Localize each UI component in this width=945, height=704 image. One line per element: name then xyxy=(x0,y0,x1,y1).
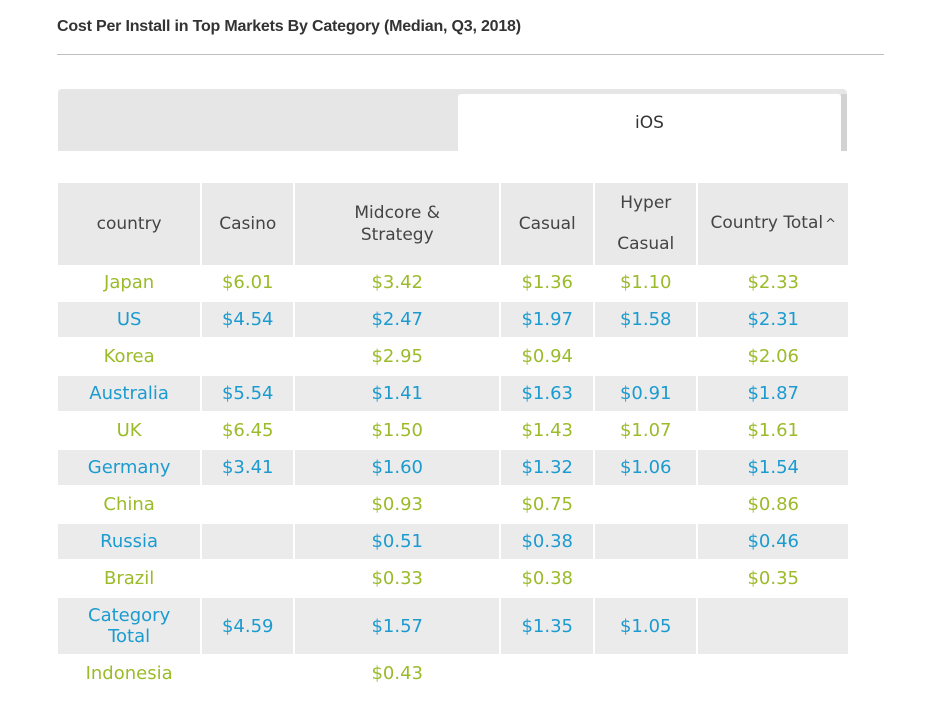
cell-total xyxy=(698,598,849,656)
cell-casual: $1.43 xyxy=(501,413,594,450)
cell-midcore: $0.33 xyxy=(295,561,500,598)
cell-casino: $6.01 xyxy=(202,265,294,302)
cell-total xyxy=(698,656,849,693)
cell-hyper xyxy=(595,656,697,693)
cell-total: $2.31 xyxy=(698,302,849,339)
table-row: Australia $5.54 $1.41 $1.63 $0.91 $1.87 xyxy=(58,376,849,413)
cell-casino xyxy=(202,524,294,561)
cell-casual: $1.63 xyxy=(501,376,594,413)
cell-casino xyxy=(202,487,294,524)
table-row: Japan $6.01 $3.42 $1.36 $1.10 $2.33 xyxy=(58,265,849,302)
tab-ios[interactable]: iOS xyxy=(458,94,841,151)
header-hyper-casual[interactable]: Hyper Casual xyxy=(595,183,697,265)
cell-midcore: $1.41 xyxy=(295,376,500,413)
cell-hyper: $1.07 xyxy=(595,413,697,450)
cell-midcore: $0.93 xyxy=(295,487,500,524)
cell-total: $2.06 xyxy=(698,339,849,376)
cell-midcore: $2.95 xyxy=(295,339,500,376)
cell-midcore: $2.47 xyxy=(295,302,500,339)
cell-total: $0.46 xyxy=(698,524,849,561)
cell-hyper xyxy=(595,487,697,524)
cell-midcore: $1.57 xyxy=(295,598,500,656)
cell-casual: $0.38 xyxy=(501,561,594,598)
cell-hyper xyxy=(595,561,697,598)
cell-country: US xyxy=(58,302,201,339)
cell-casual xyxy=(501,656,594,693)
header-midcore-label: Midcore & Strategy xyxy=(354,203,441,245)
cell-total: $1.54 xyxy=(698,450,849,487)
table-header-row: country Casino Midcore & Strategy Casual… xyxy=(58,183,849,265)
cell-midcore: $3.42 xyxy=(295,265,500,302)
cell-casual: $1.36 xyxy=(501,265,594,302)
cell-midcore: $1.50 xyxy=(295,413,500,450)
table-row: China $0.93 $0.75 $0.86 xyxy=(58,487,849,524)
cell-country: Indonesia xyxy=(58,656,201,693)
cell-country: Japan xyxy=(58,265,201,302)
cell-midcore: $0.51 xyxy=(295,524,500,561)
cell-country: China xyxy=(58,487,201,524)
title-divider xyxy=(57,54,884,55)
cell-midcore: $1.60 xyxy=(295,450,500,487)
table-row: Korea $2.95 $0.94 $2.06 xyxy=(58,339,849,376)
table-row: US $4.54 $2.47 $1.97 $1.58 $2.31 xyxy=(58,302,849,339)
cell-total: $1.87 xyxy=(698,376,849,413)
cell-country: Brazil xyxy=(58,561,201,598)
cell-casual: $1.97 xyxy=(501,302,594,339)
cell-casual: $1.32 xyxy=(501,450,594,487)
cell-midcore: $0.43 xyxy=(295,656,500,693)
header-midcore-strategy[interactable]: Midcore & Strategy xyxy=(295,183,500,265)
cell-casual: $1.35 xyxy=(501,598,594,656)
cell-casual: $0.75 xyxy=(501,487,594,524)
cell-total: $2.33 xyxy=(698,265,849,302)
cell-casual: $0.38 xyxy=(501,524,594,561)
cell-casino: $4.59 xyxy=(202,598,294,656)
cell-casino: $6.45 xyxy=(202,413,294,450)
cell-total: $0.35 xyxy=(698,561,849,598)
table-row: Russia $0.51 $0.38 $0.46 xyxy=(58,524,849,561)
cell-hyper xyxy=(595,524,697,561)
cell-casino xyxy=(202,561,294,598)
cell-hyper: $1.05 xyxy=(595,598,697,656)
header-country-total[interactable]: Country Total ^ xyxy=(698,183,849,265)
cell-country: Germany xyxy=(58,450,201,487)
header-total-label: Country Total xyxy=(710,213,824,233)
sort-caret-icon: ^ xyxy=(825,217,837,232)
header-casino[interactable]: Casino xyxy=(202,183,294,265)
cell-country: Australia xyxy=(58,376,201,413)
cell-country: UK xyxy=(58,413,201,450)
cell-casino xyxy=(202,656,294,693)
cell-casino xyxy=(202,339,294,376)
cell-hyper: $1.10 xyxy=(595,265,697,302)
header-casual[interactable]: Casual xyxy=(501,183,594,265)
tab-shadow xyxy=(841,94,847,151)
header-hyper-label: Hyper Casual xyxy=(617,193,675,254)
cell-casino: $3.41 xyxy=(202,450,294,487)
cell-casual: $0.94 xyxy=(501,339,594,376)
cell-country: Category Total xyxy=(58,598,201,656)
table-row: Indonesia $0.43 xyxy=(58,656,849,693)
cell-casino: $4.54 xyxy=(202,302,294,339)
cell-total: $0.86 xyxy=(698,487,849,524)
cpi-table: country Casino Midcore & Strategy Casual… xyxy=(56,183,850,693)
cell-casino: $5.54 xyxy=(202,376,294,413)
cell-hyper: $1.58 xyxy=(595,302,697,339)
chart-title: Cost Per Install in Top Markets By Categ… xyxy=(57,18,521,35)
cell-hyper: $0.91 xyxy=(595,376,697,413)
cell-hyper xyxy=(595,339,697,376)
table-row: Brazil $0.33 $0.38 $0.35 xyxy=(58,561,849,598)
table-row: UK $6.45 $1.50 $1.43 $1.07 $1.61 xyxy=(58,413,849,450)
cell-country: Russia xyxy=(58,524,201,561)
table-row: Germany $3.41 $1.60 $1.32 $1.06 $1.54 xyxy=(58,450,849,487)
cell-total: $1.61 xyxy=(698,413,849,450)
table-row: Category Total $4.59 $1.57 $1.35 $1.05 xyxy=(58,598,849,656)
cell-country: Korea xyxy=(58,339,201,376)
cell-hyper: $1.06 xyxy=(595,450,697,487)
header-country[interactable]: country xyxy=(58,183,201,265)
